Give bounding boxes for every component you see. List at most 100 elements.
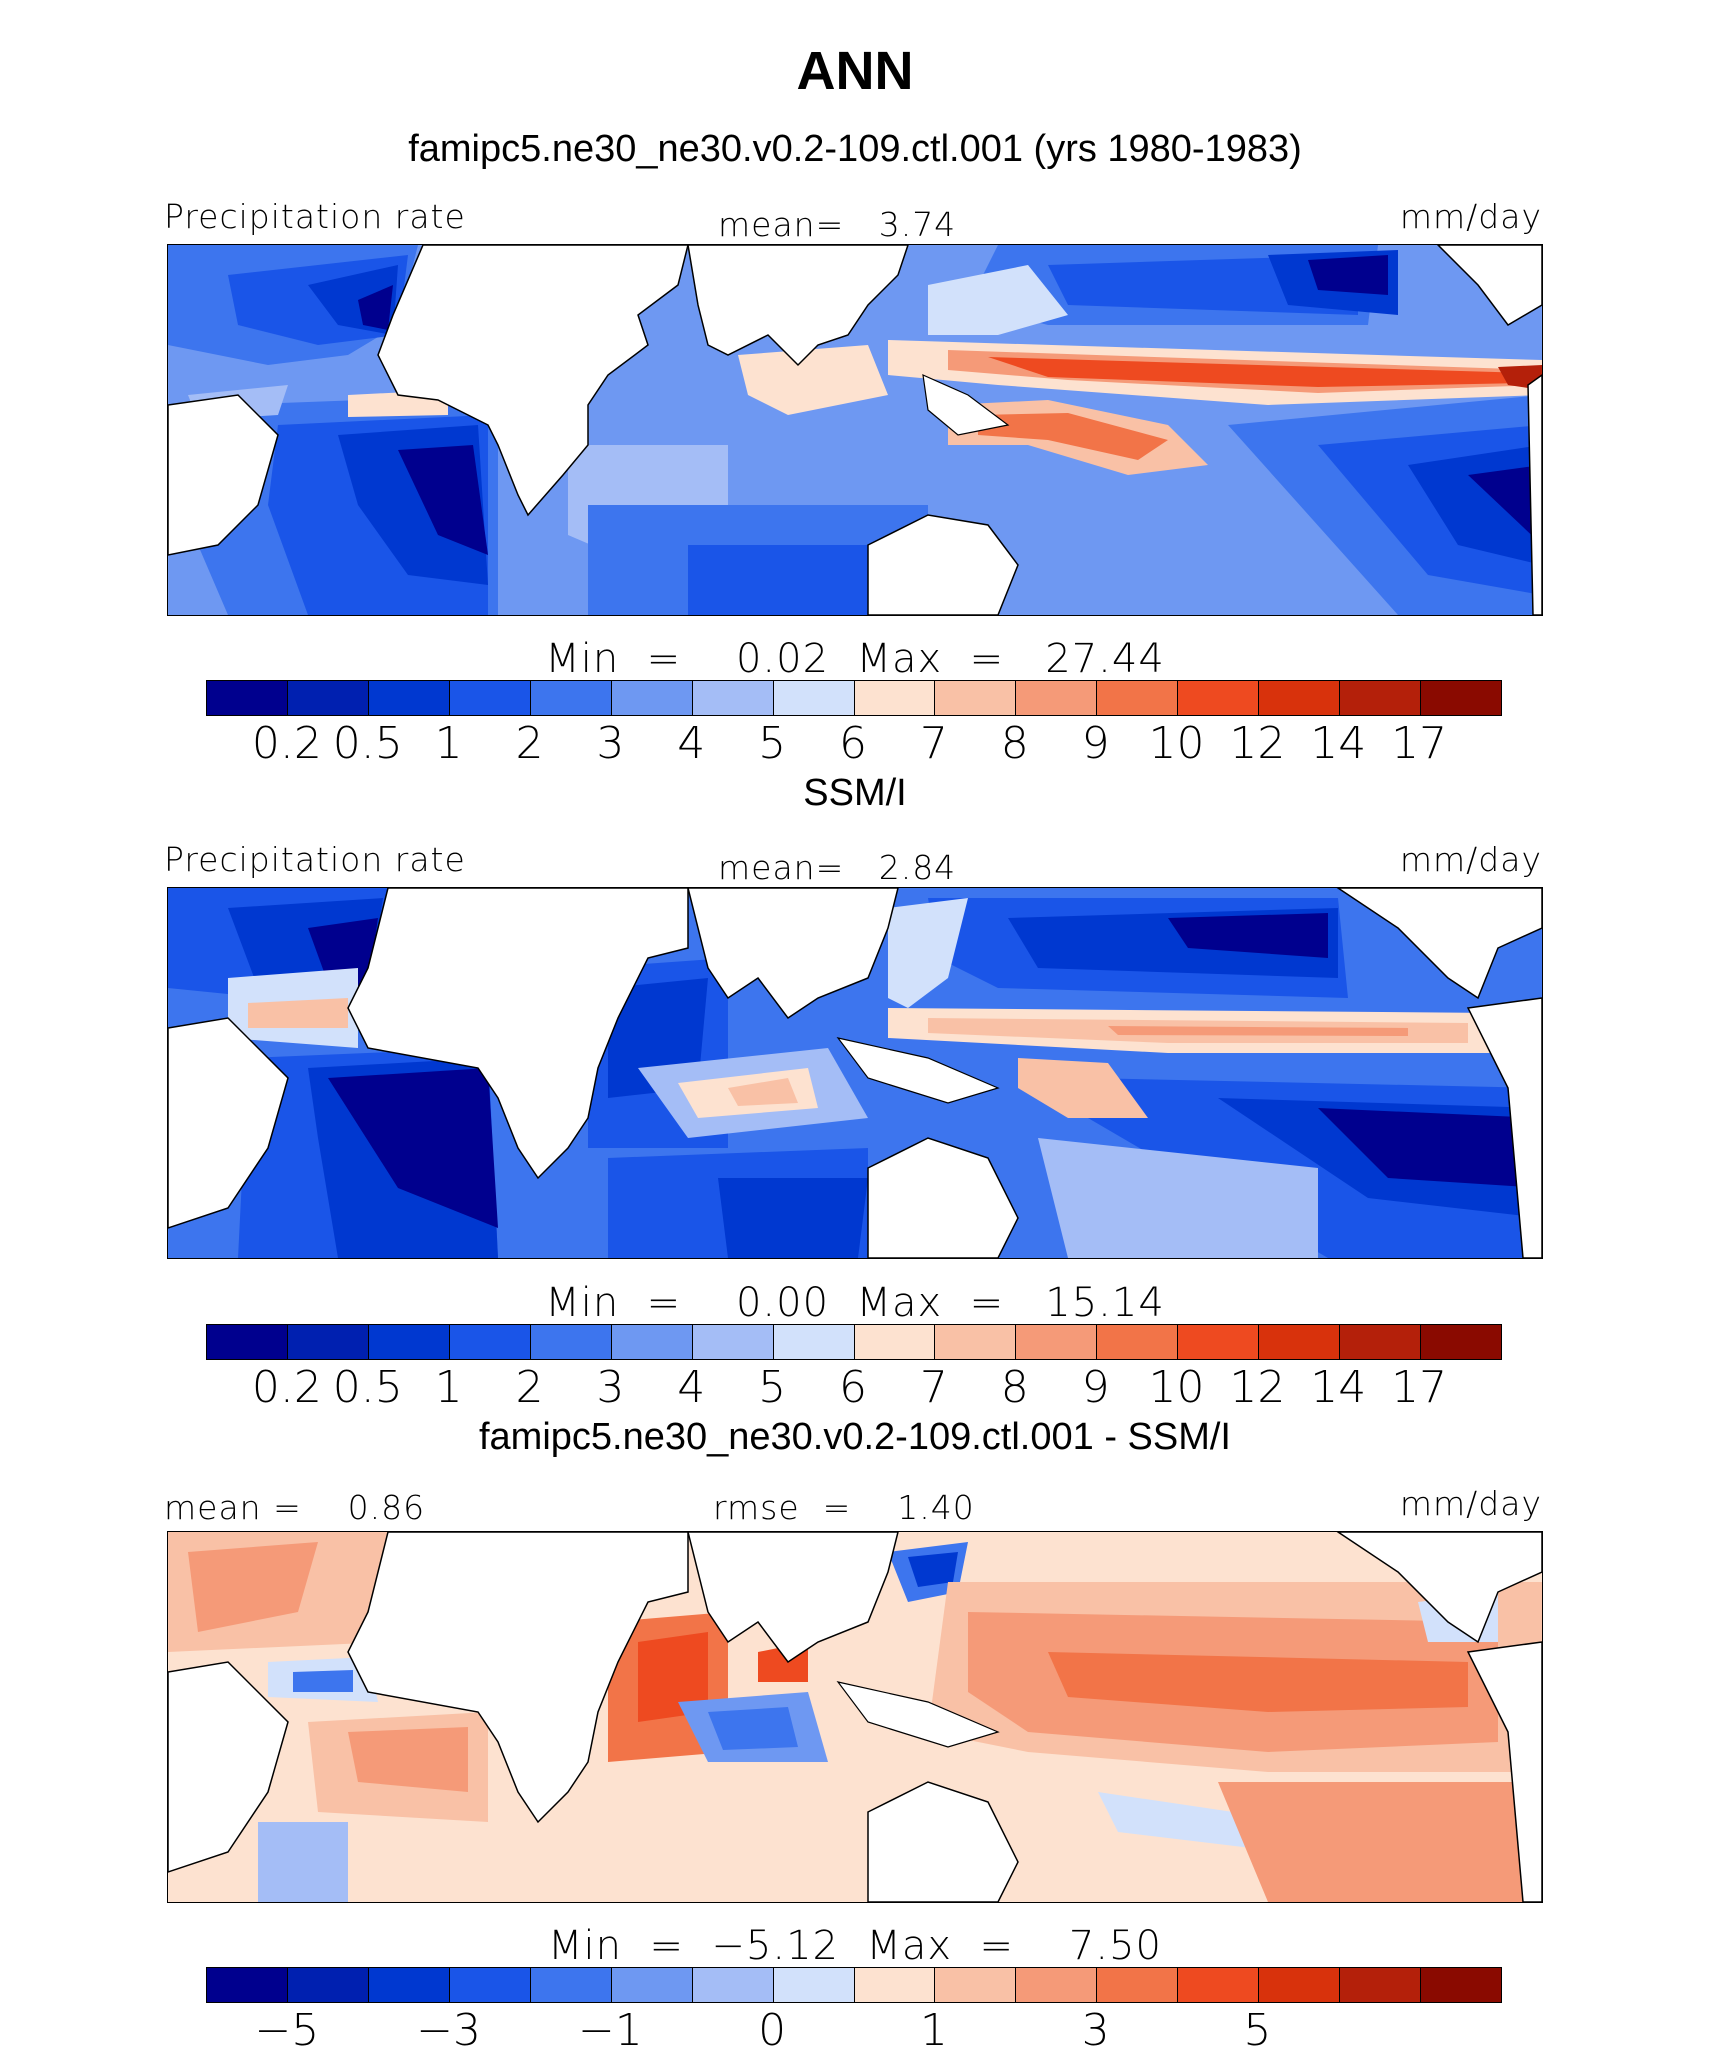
figure-title: ANN (796, 41, 914, 101)
precip-region (1018, 1058, 1148, 1118)
panel-1-map (167, 244, 1543, 616)
panel-1-variable-label: Precipitation rate (164, 197, 466, 236)
colorbar-swatch (1097, 1325, 1179, 1359)
land-maritime-continent (836, 1037, 1000, 1104)
colorbar-tick-label: 0.5 (332, 1362, 403, 1413)
panel-1-mean-label: mean= 3.74 (718, 205, 957, 244)
colorbar-tick-label: 8 (1000, 1362, 1029, 1413)
colorbar-tick-label: 4 (677, 718, 706, 769)
colorbar-swatch (449, 681, 531, 715)
colorbar-tick-label: −5 (254, 2005, 320, 2056)
land-asia (687, 1532, 899, 1664)
panel-3-rmse-label: rmse = 1.40 (713, 1488, 975, 1527)
precip-region (398, 445, 488, 555)
colorbar-tick-label: 14 (1310, 1362, 1367, 1413)
colorbar-swatch (449, 1325, 531, 1359)
precip-region (248, 998, 348, 1028)
colorbar-tick-label: 0.2 (251, 1362, 322, 1413)
precip-diff-region (258, 1822, 348, 1902)
colorbar-swatch (1259, 1968, 1341, 2002)
precip-region (1038, 1138, 1318, 1258)
colorbar-tick-label: 1 (919, 2005, 948, 2056)
panel-3-colorbar (206, 1967, 1502, 2003)
land-north-america (1336, 888, 1542, 1000)
precip-diff-region (348, 1727, 468, 1792)
precip-region (358, 285, 393, 330)
panel-1-subtitle: famipc5.ne30_ne30.v0.2-109.ctl.001 (yrs … (408, 128, 1302, 170)
colorbar-swatch (1097, 681, 1179, 715)
colorbar-tick-label: 7 (919, 1362, 948, 1413)
colorbar-tick-label: 10 (1148, 1362, 1205, 1413)
panel-2-minmax: Min = 0.00 Max = 15.14 (545, 1280, 1165, 1326)
panel-1-units-label: mm/day (1399, 197, 1542, 236)
precip-diff-region (638, 1632, 708, 1722)
precip-region (1108, 1026, 1408, 1036)
colorbar-tick-label: 9 (1081, 718, 1110, 769)
colorbar-tick-label: 14 (1310, 718, 1367, 769)
colorbar-tick-label: 9 (1081, 1362, 1110, 1413)
colorbar-swatch (1016, 1968, 1098, 2002)
colorbar-swatch (773, 1325, 855, 1359)
precip-region (888, 898, 968, 1008)
precip-region (718, 1178, 868, 1258)
colorbar-tick-label: 12 (1229, 718, 1286, 769)
colorbar-tick-label: 5 (758, 1362, 787, 1413)
precip-region (1318, 1108, 1542, 1188)
colorbar-swatch (368, 1968, 450, 2002)
panel-3-map (167, 1531, 1543, 1903)
colorbar-swatch (611, 1325, 693, 1359)
panel-2-subtitle: SSM/I (803, 772, 907, 814)
colorbar-tick-label: 17 (1391, 1362, 1448, 1413)
colorbar-tick-label: 7 (919, 718, 948, 769)
precip-diff-region (188, 1542, 318, 1632)
precip-diff-region (908, 1552, 958, 1587)
panel-3-subtitle: famipc5.ne30_ne30.v0.2-109.ctl.001 - SSM… (478, 1416, 1231, 1458)
colorbar-swatch (773, 681, 855, 715)
land-south-america (1466, 997, 1542, 1258)
colorbar-swatch (854, 1325, 936, 1359)
colorbar-tick-label: 1 (434, 1362, 463, 1413)
colorbar-swatch (1340, 1968, 1422, 2002)
colorbar-swatch (1016, 1325, 1098, 1359)
colorbar-tick-label: 5 (758, 718, 787, 769)
land-maritime-continent (836, 1681, 1000, 1748)
precip-region (728, 1078, 798, 1106)
colorbar-tick-label: 0.5 (332, 718, 403, 769)
colorbar-tick-label: 1 (434, 718, 463, 769)
colorbar-swatch (287, 681, 369, 715)
colorbar-swatch (449, 1968, 531, 2002)
land-australia (867, 1137, 1019, 1258)
land-africa-europe (347, 1532, 689, 1824)
colorbar-tick-label: 0.2 (251, 718, 322, 769)
colorbar-swatch (1178, 1325, 1260, 1359)
colorbar-swatch (1178, 1968, 1260, 2002)
colorbar-swatch (368, 681, 450, 715)
colorbar-swatch (368, 1325, 450, 1359)
colorbar-swatch (530, 681, 612, 715)
colorbar-tick-label: 3 (1081, 2005, 1110, 2056)
land-south-america-east (168, 1661, 289, 1873)
colorbar-swatch (1178, 681, 1260, 715)
precip-region (988, 357, 1528, 387)
colorbar-tick-label: 6 (839, 718, 867, 769)
land-africa-europe (377, 245, 689, 517)
colorbar-swatch (207, 1325, 288, 1359)
panel-3-map-svg (168, 1532, 1542, 1902)
colorbar-swatch (854, 1968, 936, 2002)
panel-1-colorbar-labels: 0.2 0.5 1 2 3 4 5 6 7 8 9 10 12 14 17 (206, 718, 1500, 769)
panel-2-mean-label: mean= 2.84 (718, 848, 957, 887)
colorbar-swatch (1421, 681, 1501, 715)
colorbar-swatch (207, 1968, 288, 2002)
colorbar-swatch (1097, 1968, 1179, 2002)
panel-1-colorbar (206, 680, 1502, 716)
panel-3-mean-label: mean = 0.86 (164, 1488, 426, 1527)
panel-2-map (167, 887, 1543, 1259)
colorbar-tick-label: 0 (758, 2005, 787, 2056)
colorbar-swatch (773, 1968, 855, 2002)
colorbar-swatch (207, 681, 288, 715)
precip-region (1168, 913, 1328, 958)
land-south-america (1466, 1641, 1542, 1902)
colorbar-swatch (611, 1968, 693, 2002)
land-asia (687, 888, 899, 1020)
panel-1-minmax: Min = 0.02 Max = 27.44 (545, 636, 1165, 682)
